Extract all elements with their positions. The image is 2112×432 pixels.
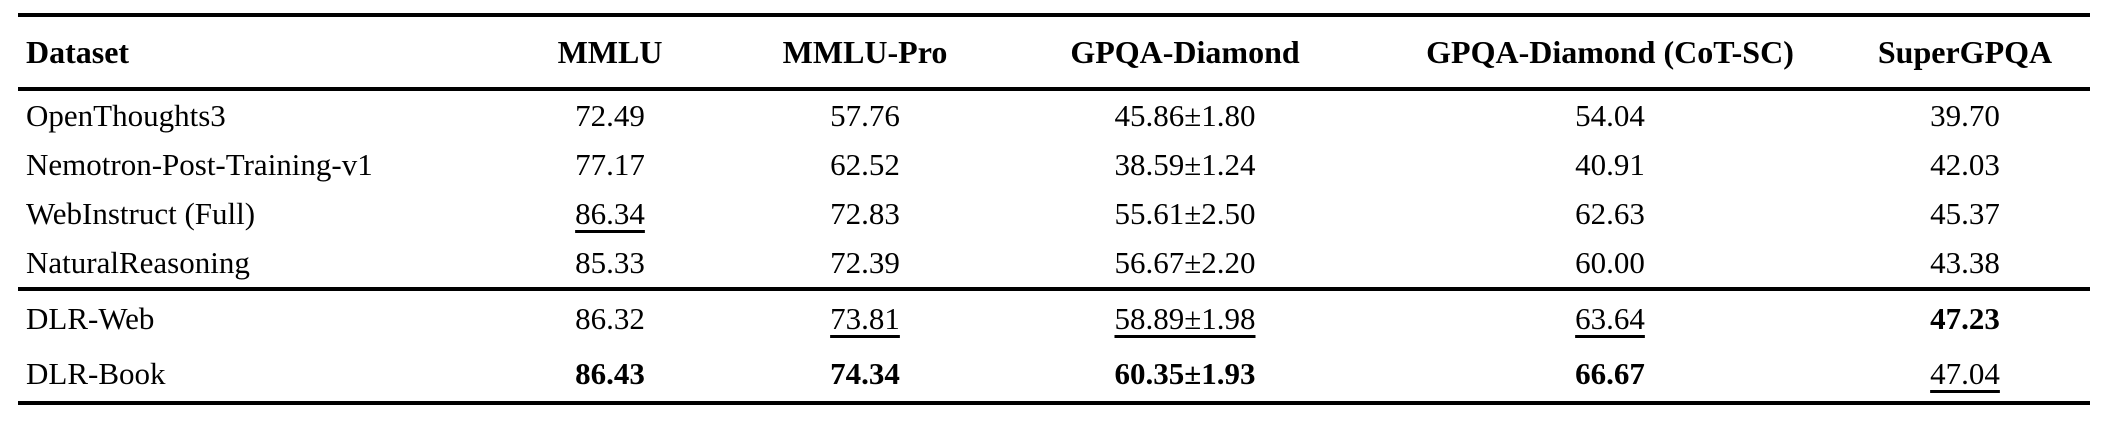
column-header-mmlu-pro: MMLU-Pro bbox=[782, 33, 948, 70]
dlr-rows-group: DLR-Web 86.32 73.81 58.89±1.98 63.64 47.… bbox=[18, 289, 2090, 403]
cell-mmlu: 72.49 bbox=[575, 97, 645, 133]
cell-mmlu-pro: 72.39 bbox=[830, 244, 900, 280]
cell-gpqa-diamond: 58.89±1.98 bbox=[1114, 300, 1256, 336]
cell-mmlu-pro: 73.81 bbox=[830, 300, 900, 336]
cell-mmlu-pro: 62.52 bbox=[830, 146, 900, 182]
cell-dataset: DLR-Book bbox=[26, 355, 166, 391]
table-row-webinstruct-full: WebInstruct (Full) 86.34 72.83 55.61±2.5… bbox=[18, 189, 2090, 238]
cell-supergpqa: 39.70 bbox=[1930, 97, 2000, 133]
header-row: Dataset MMLU MMLU-Pro GPQA-Diamond GPQA-… bbox=[18, 15, 2090, 89]
cell-mmlu: 86.32 bbox=[575, 300, 645, 336]
cell-gpqa-diamond-cot-sc: 54.04 bbox=[1575, 97, 1645, 133]
cell-dataset: WebInstruct (Full) bbox=[26, 195, 256, 231]
cell-supergpqa: 45.37 bbox=[1930, 195, 2000, 231]
cell-mmlu: 86.43 bbox=[575, 355, 645, 391]
cell-dataset: OpenThoughts3 bbox=[26, 97, 226, 133]
cell-gpqa-diamond-cot-sc: 60.00 bbox=[1575, 244, 1645, 280]
cell-gpqa-diamond: 45.86±1.80 bbox=[1114, 97, 1256, 133]
cell-gpqa-diamond-cot-sc: 63.64 bbox=[1575, 300, 1645, 336]
cell-gpqa-diamond: 38.59±1.24 bbox=[1114, 146, 1256, 182]
column-header-gpqa-diamond-cot-sc: GPQA-Diamond (CoT-SC) bbox=[1426, 33, 1794, 70]
cell-dataset: NaturalReasoning bbox=[26, 244, 250, 280]
cell-mmlu-pro: 74.34 bbox=[830, 355, 900, 391]
cell-supergpqa: 43.38 bbox=[1930, 244, 2000, 280]
cell-dataset: DLR-Web bbox=[26, 300, 155, 336]
cell-gpqa-diamond-cot-sc: 62.63 bbox=[1575, 195, 1645, 231]
cell-mmlu: 77.17 bbox=[575, 146, 645, 182]
table-row-nemotron-post-training-v1: Nemotron-Post-Training-v1 77.17 62.52 38… bbox=[18, 140, 2090, 189]
cell-mmlu-pro: 57.76 bbox=[830, 97, 900, 133]
column-header-supergpqa: SuperGPQA bbox=[1877, 33, 2053, 70]
table-header: Dataset MMLU MMLU-Pro GPQA-Diamond GPQA-… bbox=[18, 15, 2090, 89]
cell-gpqa-diamond: 60.35±1.93 bbox=[1114, 355, 1256, 391]
cell-mmlu-pro: 72.83 bbox=[830, 195, 900, 231]
cell-gpqa-diamond: 56.67±2.20 bbox=[1114, 244, 1256, 280]
cell-gpqa-diamond: 55.61±2.50 bbox=[1114, 195, 1256, 231]
column-header-gpqa-diamond: GPQA-Diamond bbox=[1070, 33, 1300, 70]
table-row-naturalreasoning: NaturalReasoning 85.33 72.39 56.67±2.20 … bbox=[18, 238, 2090, 289]
cell-dataset: Nemotron-Post-Training-v1 bbox=[26, 146, 373, 182]
cell-supergpqa: 47.04 bbox=[1930, 355, 2000, 391]
cell-gpqa-diamond-cot-sc: 66.67 bbox=[1575, 355, 1645, 391]
cell-gpqa-diamond-cot-sc: 40.91 bbox=[1575, 146, 1645, 182]
cell-supergpqa: 42.03 bbox=[1930, 146, 2000, 182]
column-header-dataset: Dataset bbox=[26, 33, 130, 70]
table-row-dlr-book: DLR-Book 86.43 74.34 60.35±1.93 66.67 47… bbox=[18, 346, 2090, 403]
cell-mmlu: 86.34 bbox=[575, 195, 645, 231]
results-table: Dataset MMLU MMLU-Pro GPQA-Diamond GPQA-… bbox=[18, 13, 2090, 405]
baseline-rows-group: OpenThoughts3 72.49 57.76 45.86±1.80 54.… bbox=[18, 89, 2090, 289]
table-row-dlr-web: DLR-Web 86.32 73.81 58.89±1.98 63.64 47.… bbox=[18, 289, 2090, 346]
column-header-mmlu: MMLU bbox=[557, 33, 663, 70]
table-row-openthoughts3: OpenThoughts3 72.49 57.76 45.86±1.80 54.… bbox=[18, 89, 2090, 140]
cell-supergpqa: 47.23 bbox=[1930, 300, 2000, 336]
cell-mmlu: 85.33 bbox=[575, 244, 645, 280]
